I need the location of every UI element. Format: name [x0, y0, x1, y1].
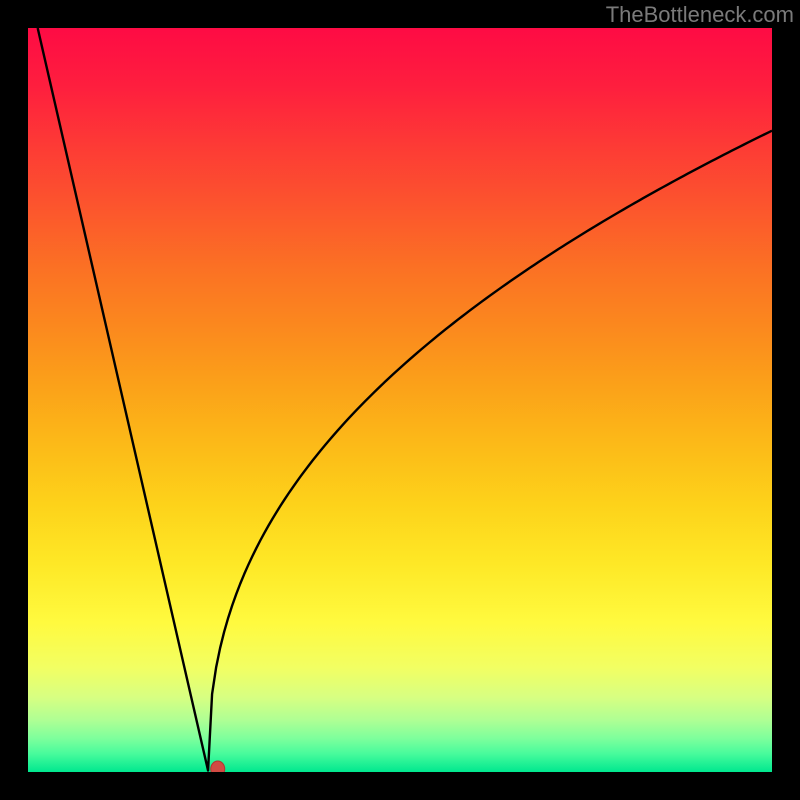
source-watermark: TheBottleneck.com [606, 2, 794, 28]
plot-background [28, 28, 772, 772]
chart-frame: TheBottleneck.com [0, 0, 800, 800]
bottleneck-chart [0, 0, 800, 800]
